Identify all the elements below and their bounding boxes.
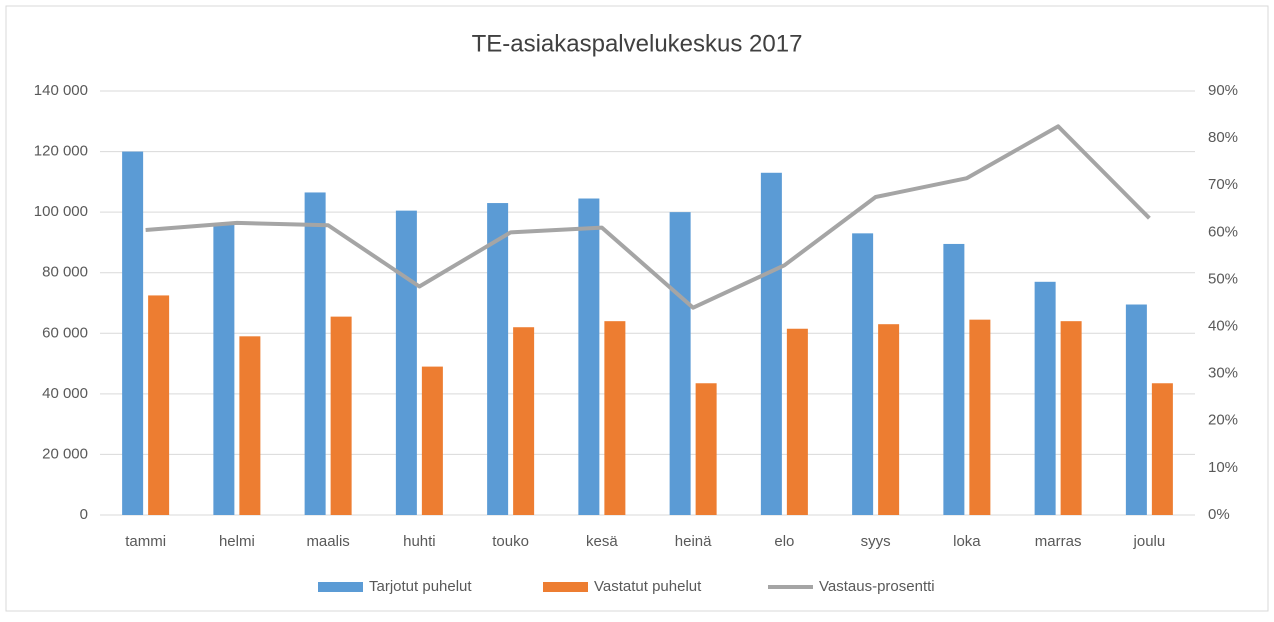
x-tick-label: touko	[492, 533, 529, 550]
bar	[878, 324, 900, 515]
bar	[487, 203, 509, 516]
chart-border	[5, 5, 1269, 612]
y2-tick-label: 30%	[1208, 365, 1238, 382]
y-tick-label: 100 000	[34, 203, 88, 220]
bar	[421, 366, 443, 515]
bar	[213, 224, 235, 515]
bar	[760, 172, 782, 515]
y-tick-label: 120 000	[34, 143, 88, 160]
x-tick-label: marras	[1035, 533, 1082, 550]
x-tick-label: maalis	[306, 533, 349, 550]
y2-tick-label: 60%	[1208, 223, 1238, 240]
y-tick-label: 80 000	[42, 264, 88, 281]
x-tick-label: elo	[774, 533, 794, 550]
bar	[1034, 281, 1056, 515]
y-tick-label: 0	[80, 506, 88, 523]
legend-swatch	[318, 582, 363, 592]
y2-tick-label: 40%	[1208, 318, 1238, 335]
y2-tick-label: 90%	[1208, 82, 1238, 99]
bar	[578, 198, 600, 515]
bar	[330, 316, 352, 515]
x-tick-label: heinä	[675, 533, 712, 550]
x-tick-label: tammi	[125, 533, 166, 550]
bar	[1060, 321, 1082, 515]
x-tick-label: kesä	[586, 533, 618, 550]
bar	[969, 319, 991, 515]
x-tick-label: loka	[953, 533, 981, 550]
y2-tick-label: 10%	[1208, 459, 1238, 476]
legend-swatch	[543, 582, 588, 592]
y2-tick-label: 20%	[1208, 412, 1238, 429]
bar	[513, 327, 535, 515]
bar	[1125, 304, 1147, 515]
bar	[239, 336, 261, 515]
bar	[395, 210, 417, 515]
bar	[122, 151, 144, 516]
x-tick-label: huhti	[403, 533, 436, 550]
bar	[852, 233, 874, 516]
y-tick-label: 140 000	[34, 82, 88, 99]
y-tick-label: 40 000	[42, 385, 88, 402]
chart-title: TE-asiakaspalvelukeskus 2017	[472, 30, 803, 57]
legend-label: Vastaus-prosentti	[819, 578, 935, 595]
x-tick-label: helmi	[219, 533, 255, 550]
bar	[304, 192, 326, 515]
y-tick-label: 60 000	[42, 324, 88, 341]
x-tick-label: joulu	[1133, 533, 1166, 550]
bar	[786, 328, 808, 515]
line	[145, 124, 1151, 310]
y2-tick-label: 0%	[1208, 506, 1230, 523]
x-tick-label: syys	[861, 533, 891, 550]
legend-label: Vastatut puhelut	[594, 578, 702, 595]
y2-tick-label: 70%	[1208, 176, 1238, 193]
bar	[669, 212, 691, 515]
bar	[695, 383, 717, 515]
bar	[604, 321, 626, 515]
bar	[1151, 383, 1173, 515]
y-tick-label: 20 000	[42, 445, 88, 462]
legend-label: Tarjotut puhelut	[369, 578, 472, 595]
y2-tick-label: 50%	[1208, 270, 1238, 287]
y2-tick-label: 80%	[1208, 129, 1238, 146]
bar	[943, 243, 965, 515]
bar	[148, 295, 170, 515]
